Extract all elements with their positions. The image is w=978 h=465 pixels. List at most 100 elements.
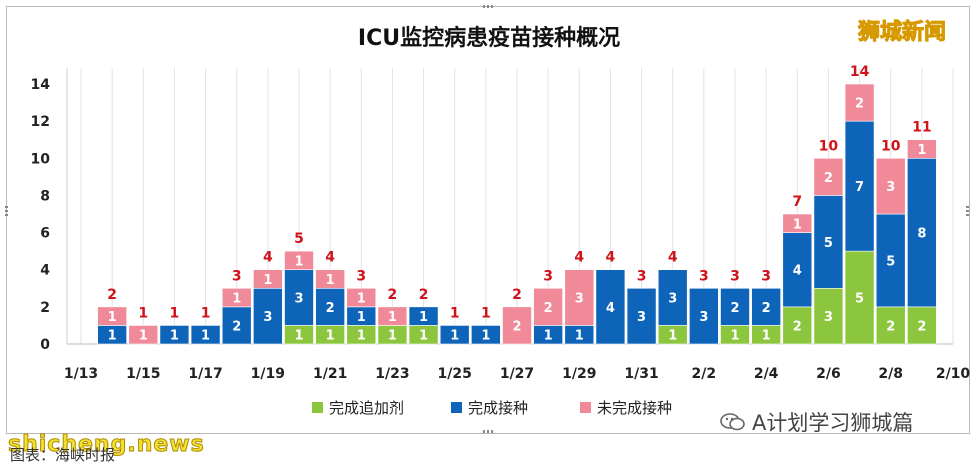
y-tick-label: 0 bbox=[40, 337, 50, 353]
y-tick-label: 4 bbox=[40, 263, 50, 279]
x-tick-label: 2/8 bbox=[878, 366, 903, 382]
bar-segment-label: 1 bbox=[201, 329, 210, 344]
bar-segment-label: 4 bbox=[793, 264, 802, 279]
bar-segment bbox=[253, 287, 283, 345]
bar-segment-label: 1 bbox=[388, 310, 397, 325]
x-tick-label: 1/23 bbox=[375, 366, 409, 382]
bar-segment bbox=[284, 250, 314, 271]
x-tick-label: 1/19 bbox=[251, 366, 285, 382]
bar-segment-label: 3 bbox=[699, 310, 708, 325]
bar-segment bbox=[689, 287, 719, 345]
bar-segment bbox=[253, 269, 283, 289]
bar-segment bbox=[844, 83, 875, 122]
bar-segment-label: 1 bbox=[263, 273, 272, 288]
bar-segment bbox=[128, 325, 159, 345]
bar-segment bbox=[377, 306, 408, 326]
bar-segment-label: 2 bbox=[824, 171, 833, 186]
bar-segment-label: 1 bbox=[575, 329, 584, 344]
resize-handle-bottom[interactable] bbox=[483, 430, 495, 433]
bar-segment-label: 5 bbox=[855, 292, 864, 307]
bar-segment bbox=[875, 306, 906, 345]
bar-segment bbox=[315, 269, 345, 289]
bar-total-label: 1 bbox=[201, 305, 211, 321]
bar-segment bbox=[159, 325, 190, 345]
bar-segment-label: 2 bbox=[512, 319, 521, 334]
bar-segment bbox=[97, 306, 127, 326]
bar-segment-label: 1 bbox=[450, 329, 459, 344]
bar-segment bbox=[751, 287, 781, 326]
legend-swatch bbox=[312, 402, 323, 413]
bar-segment-label: 2 bbox=[886, 319, 895, 334]
bar-total-label: 2 bbox=[512, 287, 522, 303]
bar-total-label: 1 bbox=[450, 305, 460, 321]
bar-segment bbox=[408, 306, 439, 326]
wechat-icon bbox=[720, 413, 745, 431]
bar-segment-label: 3 bbox=[668, 292, 677, 307]
bar-total-label: 4 bbox=[606, 250, 616, 266]
bar-segment bbox=[533, 287, 563, 326]
bar-segment bbox=[844, 120, 875, 252]
bar-segment-label: 1 bbox=[326, 329, 335, 344]
bar-segment-label: 5 bbox=[824, 236, 833, 251]
bar-segment-label: 2 bbox=[326, 301, 335, 316]
bar-segment-label: 1 bbox=[762, 329, 771, 344]
x-tick-label: 1/29 bbox=[562, 366, 596, 382]
bar-segment-label: 1 bbox=[481, 329, 490, 344]
bar-segment bbox=[221, 306, 252, 345]
bar-segment-label: 1 bbox=[357, 292, 366, 307]
legend-item: 完成接种 bbox=[451, 397, 528, 418]
bar-total-label: 3 bbox=[761, 268, 771, 284]
bar-segment-label: 1 bbox=[326, 273, 335, 288]
legend-item: 未完成接种 bbox=[580, 397, 672, 418]
bar-segment bbox=[439, 325, 470, 345]
bar-total-label: 4 bbox=[263, 250, 273, 266]
bar-segment-label: 2 bbox=[544, 301, 553, 316]
bar-segment bbox=[720, 287, 750, 326]
bar-segment-label: 1 bbox=[668, 329, 677, 344]
bar-segment-label: 3 bbox=[263, 310, 272, 325]
bar-segment-label: 2 bbox=[762, 301, 771, 316]
bar-segment bbox=[626, 287, 657, 345]
bar-segment bbox=[346, 287, 377, 308]
chart-caption: 图表：海峡时报 bbox=[10, 446, 116, 464]
bar-total-label: 2 bbox=[419, 287, 429, 303]
bar-segment-label: 1 bbox=[357, 329, 366, 344]
bar-segment-label: 2 bbox=[232, 319, 241, 334]
bar-segment-label: 2 bbox=[793, 319, 802, 334]
legend-label: 完成接种 bbox=[468, 399, 529, 417]
resize-handle-top[interactable] bbox=[483, 5, 495, 8]
bar-total-label: 3 bbox=[637, 268, 647, 284]
legend-item: 完成追加剂 bbox=[312, 397, 404, 418]
bar-segment-label: 3 bbox=[294, 292, 303, 307]
bar-segment bbox=[190, 325, 221, 345]
x-tick-label: 2/4 bbox=[754, 366, 779, 382]
bar-total-label: 4 bbox=[574, 250, 584, 266]
x-tick-label: 1/31 bbox=[624, 366, 658, 382]
bar-segment-label: 1 bbox=[419, 329, 428, 344]
bar-total-label: 10 bbox=[881, 138, 901, 154]
bar-total-label: 5 bbox=[294, 231, 304, 247]
bar-total-label: 11 bbox=[912, 120, 931, 136]
bar-segment bbox=[813, 195, 844, 289]
bar-segment bbox=[502, 306, 532, 345]
resize-handle-right[interactable] bbox=[966, 206, 969, 218]
bar-total-label: 1 bbox=[481, 305, 491, 321]
bar-total-label: 7 bbox=[792, 194, 802, 210]
watermark-bottom-left: shicheng.news bbox=[8, 432, 205, 458]
bar-segment-label: 3 bbox=[824, 310, 833, 325]
bar-segment-label: 3 bbox=[637, 310, 646, 325]
y-tick-label: 8 bbox=[40, 188, 50, 204]
resize-handle-left[interactable] bbox=[5, 206, 8, 218]
bar-segment-label: 1 bbox=[917, 143, 926, 158]
bar-segment-label: 1 bbox=[419, 310, 428, 325]
legend-label: 完成追加剂 bbox=[329, 399, 405, 417]
bar-total-label: 1 bbox=[170, 305, 180, 321]
bar-segment bbox=[284, 269, 314, 326]
bar-segment-label: 1 bbox=[793, 217, 802, 232]
watermark-top-right: 狮城新闻 bbox=[857, 20, 947, 46]
bar-segment bbox=[221, 287, 252, 308]
bar-total-label: 3 bbox=[543, 268, 553, 284]
bar-segment bbox=[471, 325, 501, 345]
bar-segment-label: 3 bbox=[886, 180, 895, 195]
bar-segment-label: 1 bbox=[232, 292, 241, 307]
